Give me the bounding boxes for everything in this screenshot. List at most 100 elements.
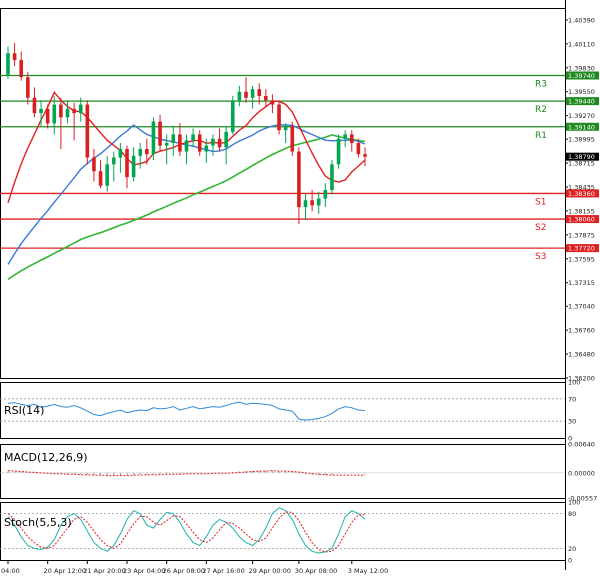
time-tick-label: 20 Apr 12:00 <box>44 567 86 575</box>
pane-frame-macd <box>0 444 566 499</box>
candle <box>303 194 308 220</box>
rsi-title: RSI(14) <box>4 404 44 417</box>
price-tick-label: 1.37040 <box>568 303 595 311</box>
candle <box>118 143 123 173</box>
candle <box>244 77 248 103</box>
candle <box>310 190 314 212</box>
candle-body <box>45 108 50 124</box>
candle <box>204 138 209 163</box>
price-tick-label: 1.36480 <box>568 351 595 359</box>
candle-body <box>26 77 30 98</box>
current-price-box <box>566 152 599 161</box>
candle-body <box>12 53 17 61</box>
candle <box>131 147 136 182</box>
time-tick-label: 23 Apr 04:00 <box>123 567 165 575</box>
candle <box>111 151 116 182</box>
candle <box>145 138 149 165</box>
price-tick-label: 1.37595 <box>568 255 595 263</box>
time-tick-label: 26 Apr 08:00 <box>163 567 205 575</box>
price-tick-label: 1.39830 <box>568 64 595 72</box>
price-tick-label: 1.39270 <box>568 112 595 120</box>
time-tick-label: 21 Apr 20:00 <box>83 567 125 575</box>
candle <box>290 121 295 156</box>
macd-axis-label: -0.00557 <box>568 495 597 503</box>
candle-body <box>349 134 354 144</box>
level-price-label: 1.39440 <box>568 98 595 106</box>
candle <box>72 102 76 141</box>
candle-body <box>264 96 268 101</box>
current-price-badge: 1.38790 <box>566 152 599 161</box>
candle <box>270 94 275 114</box>
candle <box>230 96 235 135</box>
candle <box>52 96 57 135</box>
candle <box>224 125 228 165</box>
level-badge-s3 <box>566 244 599 253</box>
candle <box>158 114 162 152</box>
candle-body <box>92 157 96 172</box>
price-tick-label: 1.38995 <box>568 136 595 144</box>
level-name-label: S2 <box>535 223 546 233</box>
candle <box>78 97 83 122</box>
price-tick-label: 1.38715 <box>568 160 595 168</box>
rsi-axis-label: 30 <box>568 418 576 426</box>
candle <box>191 128 195 148</box>
candle <box>98 160 103 189</box>
candle <box>323 183 328 208</box>
candle <box>171 125 176 156</box>
candle <box>349 130 354 152</box>
candle-body <box>197 134 202 152</box>
candle <box>26 72 30 105</box>
candle <box>283 123 288 144</box>
price-tick-label: 1.37315 <box>568 279 595 287</box>
macd-signal-line <box>7 470 365 477</box>
candle-body <box>158 121 162 146</box>
level-badge-r3 <box>566 71 599 80</box>
candle <box>125 145 129 189</box>
stoch-d-line <box>7 511 365 553</box>
time-tick-label: 27 Apr 16:00 <box>202 567 244 575</box>
chart-frame <box>0 0 566 570</box>
macd-axis-label: 0.00000 <box>568 469 595 477</box>
price-tick-label: 1.37875 <box>568 231 595 239</box>
price-axis: 1.40390 1.40110 1.39830 1.39550 1.39270 1.389… <box>565 16 595 383</box>
candle-body <box>363 154 367 157</box>
level-price-label: 1.39140 <box>568 123 595 131</box>
candle <box>65 100 70 124</box>
stoch-pane: 100 80 20 0 Stoch(5,5,3) <box>0 499 580 565</box>
candle-body <box>125 148 129 178</box>
rsi-axis-label: 70 <box>568 395 576 403</box>
candle-body <box>171 134 176 144</box>
candle-body <box>270 100 275 105</box>
candle-body <box>244 91 248 98</box>
candle <box>363 147 367 167</box>
candle-body <box>191 134 195 141</box>
candle-body <box>59 104 63 118</box>
level-badge-r2 <box>566 97 599 106</box>
price-tick-label: 1.40110 <box>568 40 595 48</box>
stoch-axis-label: 100 <box>568 499 580 507</box>
candle-body <box>283 125 288 131</box>
price-tick-label: 1.38435 <box>568 184 595 192</box>
candle <box>343 130 347 148</box>
candle-body <box>178 134 182 152</box>
candle-body <box>250 89 255 98</box>
macd-title: MACD(12,26,9) <box>4 451 88 464</box>
candle-body <box>336 138 341 165</box>
candlesticks <box>6 43 367 225</box>
candle-body <box>65 108 70 118</box>
candle-body <box>277 104 281 131</box>
level-name-label: S3 <box>535 252 546 262</box>
current-price-label: 1.38790 <box>568 153 595 161</box>
candle-body <box>224 131 228 148</box>
candle-body <box>151 121 156 155</box>
candle <box>19 51 24 81</box>
candle-body <box>131 155 136 178</box>
macd-axis-label: 0.00640 <box>568 441 595 449</box>
candle <box>237 85 242 107</box>
level-price-label: 1.39740 <box>568 72 595 80</box>
candle-body <box>316 198 321 206</box>
candle <box>197 130 202 156</box>
candle <box>59 97 63 149</box>
